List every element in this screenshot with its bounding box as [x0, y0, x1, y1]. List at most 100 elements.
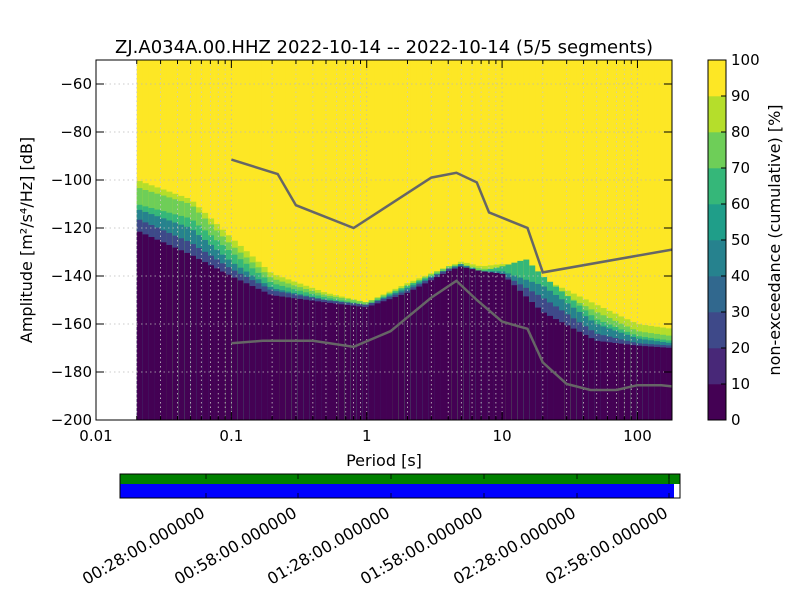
heatmap-cell — [648, 346, 655, 420]
colorbar-tick-label: 30 — [731, 303, 750, 321]
heatmap-cell — [463, 267, 471, 420]
heatmap-cell — [267, 294, 274, 420]
heatmap-cell — [582, 334, 590, 420]
heatmap-cell — [624, 344, 631, 420]
heatmap-cell — [243, 283, 251, 420]
heatmap-cell — [487, 60, 494, 420]
heatmap-cell — [255, 288, 263, 420]
heatmap-cell — [434, 277, 441, 420]
heatmap-cell — [666, 347, 673, 420]
y-tick-label: −200 — [51, 411, 92, 429]
heatmap-cell — [660, 347, 667, 420]
heatmap-cell — [380, 60, 387, 420]
heatmap-cell — [642, 346, 649, 420]
heatmap-cell — [618, 60, 625, 420]
heatmap-cell — [559, 60, 566, 420]
heatmap-cell — [380, 301, 387, 420]
heatmap-cell — [261, 60, 268, 420]
heatmap-cell — [499, 273, 506, 420]
heatmap-cell — [356, 60, 364, 420]
heatmap-cell — [612, 343, 619, 420]
heatmap-cell — [553, 319, 560, 420]
heatmap-cell — [564, 325, 572, 420]
heatmap-cell — [594, 340, 602, 420]
heatmap-cell — [398, 60, 405, 420]
heatmap-cell — [279, 60, 286, 420]
heatmap-cell — [386, 60, 393, 420]
data-coverage-timeline: 00:28:00.00000000:58:00.00000001:28:00.0… — [79, 473, 681, 588]
heatmap-cell — [196, 258, 203, 420]
heatmap-cell — [422, 60, 429, 420]
heatmap-cell — [178, 250, 185, 420]
y-tick-label: −180 — [51, 363, 92, 381]
colorbar-swatch — [708, 204, 726, 241]
x-tick-label: 0.01 — [79, 427, 112, 445]
heatmap-cell — [291, 60, 298, 420]
heatmap-cell — [297, 298, 304, 420]
heatmap-cell — [541, 60, 548, 420]
heatmap-cell — [190, 255, 197, 420]
heatmap-cell — [142, 234, 150, 420]
heatmap-cell — [410, 289, 417, 420]
colorbar-swatch — [708, 60, 726, 97]
heatmap-cell — [535, 60, 542, 420]
heatmap-cell — [160, 242, 167, 420]
heatmap-cell — [517, 290, 524, 420]
heatmap-cell — [642, 60, 649, 420]
heatmap-cell — [249, 286, 257, 420]
colorbar-tick-label: 10 — [731, 375, 750, 393]
colorbar: 0 10 20 30 40 50 60 70 80 90 100 — [707, 51, 760, 429]
noise-model-line — [231, 158, 673, 274]
heatmap-cell — [309, 60, 316, 420]
x-tick-label: 1 — [362, 427, 372, 445]
colorbar-tick-label: 60 — [731, 195, 750, 213]
timeline-frame — [119, 473, 681, 499]
heatmap-cell — [231, 277, 239, 420]
colorbar-tick-label: 70 — [731, 159, 750, 177]
heatmap-cell — [392, 297, 399, 420]
data-availability-bar — [120, 474, 680, 484]
heatmap-cell — [374, 303, 381, 420]
heatmap-cell — [261, 291, 268, 420]
heatmap-cell — [451, 268, 459, 420]
psd-segments-bar — [120, 484, 674, 498]
heatmap-cell — [630, 60, 637, 420]
heatmap-cell — [368, 305, 376, 420]
heatmap-cell — [481, 271, 489, 420]
colorbar-swatch — [708, 132, 726, 169]
chart-title: ZJ.A034A.00.HHZ 2022-10-14 -- 2022-10-14… — [115, 37, 653, 58]
x-axis-label: Period [s] — [346, 451, 422, 470]
heatmap-cell — [273, 295, 280, 420]
heatmap-cell — [416, 60, 423, 420]
heatmap-cell — [576, 331, 584, 420]
colorbar-swatch — [708, 276, 726, 313]
heatmap-cell — [404, 292, 411, 420]
heatmap-cell — [505, 279, 512, 420]
colorbar-swatch — [708, 168, 726, 205]
y-tick-label: −100 — [51, 171, 92, 189]
heatmap-cell — [535, 307, 542, 420]
heatmap-cell — [333, 60, 340, 420]
heatmap-cell — [523, 296, 530, 420]
heatmap-cell — [327, 302, 334, 420]
heatmap-cell — [422, 283, 429, 420]
colorbar-swatch — [708, 240, 726, 277]
heatmap-cell — [327, 60, 334, 420]
heatmap-cell — [511, 285, 518, 420]
heatmap-cell — [564, 60, 572, 420]
colorbar-tick-label: 20 — [731, 339, 750, 357]
heatmap-cell — [344, 60, 352, 420]
plot-frame — [95, 59, 673, 421]
heatmap-cell — [333, 303, 340, 420]
heatmap-cell — [660, 60, 667, 420]
heatmap-cell — [547, 60, 554, 420]
heatmap-cell — [273, 60, 280, 420]
probability-heatmap — [136, 60, 673, 420]
heatmap-cell — [428, 280, 435, 420]
heatmap-cell — [600, 341, 607, 420]
heatmap-cell — [362, 307, 370, 420]
heatmap-cell — [338, 60, 346, 420]
heatmap-cell — [321, 60, 328, 420]
x-tick-label: 0.1 — [219, 427, 243, 445]
